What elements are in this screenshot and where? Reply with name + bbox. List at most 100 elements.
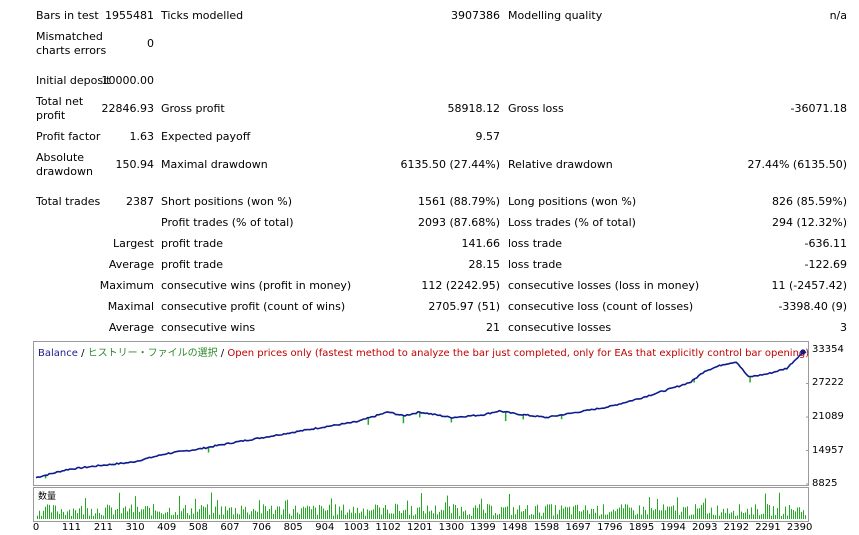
maxdd-label: Maximal drawdown [161, 158, 268, 171]
x-tick-label: 1399 [470, 522, 496, 533]
volume-bar [361, 511, 362, 519]
volume-bar [801, 511, 802, 519]
acw-value: 21 [486, 321, 500, 334]
deposit-label: Initial deposit [36, 74, 111, 87]
chart-title-balance: Balance [38, 348, 78, 359]
volume-bar [485, 512, 486, 519]
volume-bar [135, 496, 136, 519]
volume-bar [331, 498, 332, 519]
volume-bar [663, 504, 664, 519]
volume-bar [301, 508, 302, 519]
mcp-value: 2705.97 (51) [428, 300, 500, 313]
volume-bar [125, 506, 126, 519]
volume-bar [369, 510, 370, 519]
volume-bar [343, 504, 344, 519]
grossprofit-value: 58918.12 [447, 102, 501, 115]
volume-bar [229, 507, 230, 519]
volume-bar [341, 510, 342, 519]
volume-bar [547, 504, 548, 519]
volume-bar [115, 509, 116, 519]
lp-label: profit trade [161, 237, 224, 250]
lt-value: 294 (12.32%) [771, 216, 847, 229]
volume-bar [697, 508, 698, 519]
volume-bar [131, 504, 132, 519]
volume-bar [757, 509, 758, 519]
volume-bar [409, 514, 410, 519]
long-label: Long positions (won %) [508, 195, 637, 208]
volume-bar [597, 505, 598, 519]
volume-bar [805, 515, 806, 519]
volume-bar [585, 505, 586, 519]
volume-bar [779, 492, 780, 519]
y-tick-label: 14957 [812, 444, 844, 456]
volume-bar [153, 504, 154, 519]
volume-bar [299, 514, 300, 519]
volume-bar [635, 515, 636, 519]
volume-bar [501, 506, 502, 519]
volume-bar [205, 507, 206, 519]
volume-bar [497, 514, 498, 519]
volume-bar [647, 514, 648, 519]
volume-bar [147, 505, 148, 519]
chart-title-sep-2: / [217, 348, 228, 359]
volume-bar [763, 513, 764, 519]
volume-bar [161, 513, 162, 519]
mcl-value: 11 (-2457.42) [771, 279, 847, 292]
volume-bar [721, 512, 722, 519]
volume-bar [729, 513, 730, 519]
volume-bar [113, 514, 114, 519]
volume-bar [431, 510, 432, 519]
volume-bar [43, 510, 44, 519]
x-tick-label: 607 [220, 522, 240, 533]
volume-bar [677, 497, 678, 519]
x-tick-label: 1003 [343, 522, 370, 533]
deposit-value: 10000.00 [101, 74, 155, 87]
volume-bar [271, 505, 272, 519]
volume-bar [419, 507, 420, 519]
volume-bar [793, 510, 794, 519]
volume-bar [539, 512, 540, 519]
volume-bar [333, 515, 334, 519]
x-tick-label: 111 [61, 522, 81, 533]
ticks-label: Ticks modelled [161, 9, 244, 22]
volume-bar [141, 509, 142, 519]
volume-bar [593, 508, 594, 519]
volume-bar [51, 512, 52, 519]
volume-bar [441, 509, 442, 519]
volume-bar [557, 514, 558, 519]
volume-bar [521, 511, 522, 519]
volume-bar [37, 515, 38, 519]
volume-bar [253, 508, 254, 519]
x-tick-label: 2192 [723, 522, 750, 533]
volume-bar [755, 504, 756, 519]
volume-bar [637, 513, 638, 519]
ticks-value: 3907386 [451, 9, 500, 22]
mcls-label: consecutive loss (count of losses) [508, 300, 694, 313]
volume-bar [237, 513, 238, 519]
volume-bar [645, 510, 646, 519]
volume-bar [307, 505, 308, 519]
volume-bar [511, 514, 512, 519]
volume-bar [735, 515, 736, 519]
volume-bar [701, 504, 702, 519]
volume-bar [421, 493, 422, 519]
volume-bar [213, 512, 214, 519]
volume-bar [531, 514, 532, 519]
volume-bar [507, 506, 508, 519]
volume-bar [775, 515, 776, 519]
volume-bar [543, 512, 544, 519]
volume-bar [291, 515, 292, 519]
volume-bar [733, 510, 734, 519]
volume-bar [761, 514, 762, 519]
volume-bar [375, 504, 376, 519]
volume-bar [727, 508, 728, 519]
volume-bar [233, 514, 234, 519]
largest-label: Largest [113, 237, 154, 250]
volume-bar [493, 515, 494, 519]
volume-bar [773, 506, 774, 519]
volume-bar [551, 504, 552, 519]
volume-bar [587, 510, 588, 519]
x-tick-label: 1201 [406, 522, 433, 533]
volume-bar [69, 509, 70, 519]
volume-bar [415, 514, 416, 519]
